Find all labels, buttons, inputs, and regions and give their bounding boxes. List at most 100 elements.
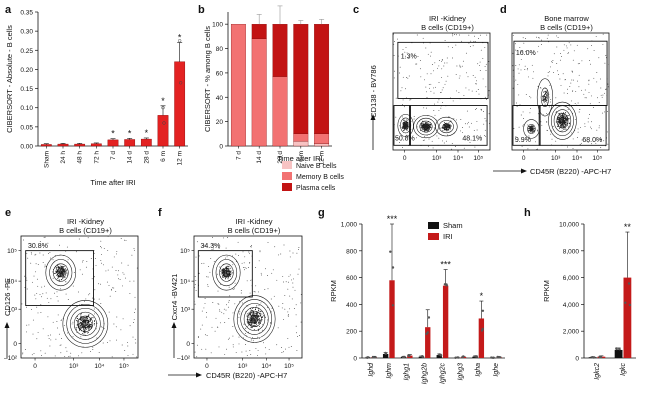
event-dot bbox=[203, 307, 204, 308]
event-dot bbox=[468, 122, 469, 123]
event-dot bbox=[77, 318, 78, 319]
data-point bbox=[392, 266, 394, 268]
event-dot bbox=[571, 80, 572, 81]
event-dot bbox=[108, 236, 109, 237]
x-tick-label: 72 h bbox=[93, 151, 100, 164]
event-dot bbox=[450, 129, 451, 130]
event-dot bbox=[286, 281, 287, 282]
event-dot bbox=[226, 310, 227, 311]
event-dot bbox=[575, 103, 576, 104]
event-dot bbox=[249, 350, 250, 351]
event-dot bbox=[250, 293, 251, 294]
event-dot bbox=[425, 127, 426, 128]
event-dot bbox=[486, 64, 487, 65]
event-dot bbox=[228, 339, 229, 340]
event-dot bbox=[94, 320, 95, 321]
event-dot bbox=[45, 353, 46, 354]
event-dot bbox=[546, 99, 547, 100]
significance-star: *** bbox=[440, 260, 451, 270]
event-dot bbox=[445, 40, 446, 41]
event-dot bbox=[95, 258, 96, 259]
event-dot bbox=[230, 272, 231, 273]
plot-subtitle: B cells (CD19+) bbox=[59, 226, 112, 235]
event-dot bbox=[59, 267, 60, 268]
event-dot bbox=[547, 93, 548, 94]
event-dot bbox=[109, 312, 110, 313]
event-dot bbox=[84, 332, 85, 333]
event-dot bbox=[564, 122, 565, 123]
event-dot bbox=[421, 123, 422, 124]
event-dot bbox=[530, 97, 531, 98]
event-dot bbox=[56, 321, 57, 322]
event-dot bbox=[65, 273, 66, 274]
event-dot bbox=[100, 241, 101, 242]
event-dot bbox=[544, 101, 545, 102]
event-dot bbox=[424, 79, 425, 80]
event-dot bbox=[65, 268, 66, 269]
event-dot bbox=[223, 313, 224, 314]
event-dot bbox=[293, 278, 294, 279]
data-point bbox=[482, 310, 484, 312]
event-dot bbox=[70, 353, 71, 354]
event-dot bbox=[244, 269, 245, 270]
event-dot bbox=[426, 130, 427, 131]
event-dot bbox=[471, 123, 472, 124]
event-dot bbox=[567, 93, 568, 94]
event-dot bbox=[82, 262, 83, 263]
event-dot bbox=[58, 314, 59, 315]
event-dot bbox=[569, 42, 570, 43]
event-dot bbox=[422, 128, 423, 129]
event-dot bbox=[88, 323, 89, 324]
event-dot bbox=[73, 286, 74, 287]
event-dot bbox=[63, 273, 64, 274]
event-dot bbox=[219, 311, 220, 312]
event-dot bbox=[84, 328, 85, 329]
bar bbox=[175, 62, 185, 146]
event-dot bbox=[76, 320, 77, 321]
event-dot bbox=[282, 307, 283, 308]
event-dot bbox=[485, 97, 486, 98]
event-dot bbox=[437, 102, 438, 103]
event-dot bbox=[217, 274, 218, 275]
event-dot bbox=[459, 78, 460, 79]
event-dot bbox=[60, 274, 61, 275]
event-dot bbox=[425, 122, 426, 123]
stacked-bar-segment bbox=[273, 77, 288, 146]
event-dot bbox=[59, 272, 60, 273]
event-dot bbox=[426, 108, 427, 109]
event-dot bbox=[424, 126, 425, 127]
bar bbox=[443, 286, 448, 358]
event-dot bbox=[448, 116, 449, 117]
data-point bbox=[624, 302, 626, 304]
event-dot bbox=[87, 326, 88, 327]
event-dot bbox=[602, 113, 603, 114]
y-tick-label: 4,000 bbox=[563, 302, 580, 309]
event-dot bbox=[416, 64, 417, 65]
event-dot bbox=[52, 271, 53, 272]
event-dot bbox=[519, 127, 520, 128]
event-dot bbox=[21, 278, 22, 279]
event-dot bbox=[562, 122, 563, 123]
event-dot bbox=[463, 95, 464, 96]
event-dot bbox=[550, 102, 551, 103]
event-dot bbox=[446, 81, 447, 82]
event-dot bbox=[248, 252, 249, 253]
event-dot bbox=[289, 251, 290, 252]
x-tick-label: 0 bbox=[205, 363, 209, 370]
event-dot bbox=[105, 270, 106, 271]
event-dot bbox=[124, 274, 125, 275]
event-dot bbox=[481, 50, 482, 51]
event-dot bbox=[267, 307, 268, 308]
event-dot bbox=[476, 83, 477, 84]
event-dot bbox=[251, 324, 252, 325]
x-tick-label: 7 d bbox=[110, 151, 117, 160]
event-dot bbox=[254, 291, 255, 292]
event-dot bbox=[94, 299, 95, 300]
data-point bbox=[461, 356, 463, 358]
event-dot bbox=[589, 92, 590, 93]
event-dot bbox=[293, 253, 294, 254]
legend-swatch bbox=[282, 161, 292, 169]
event-dot bbox=[252, 308, 253, 309]
event-dot bbox=[525, 66, 526, 67]
event-dot bbox=[91, 325, 92, 326]
